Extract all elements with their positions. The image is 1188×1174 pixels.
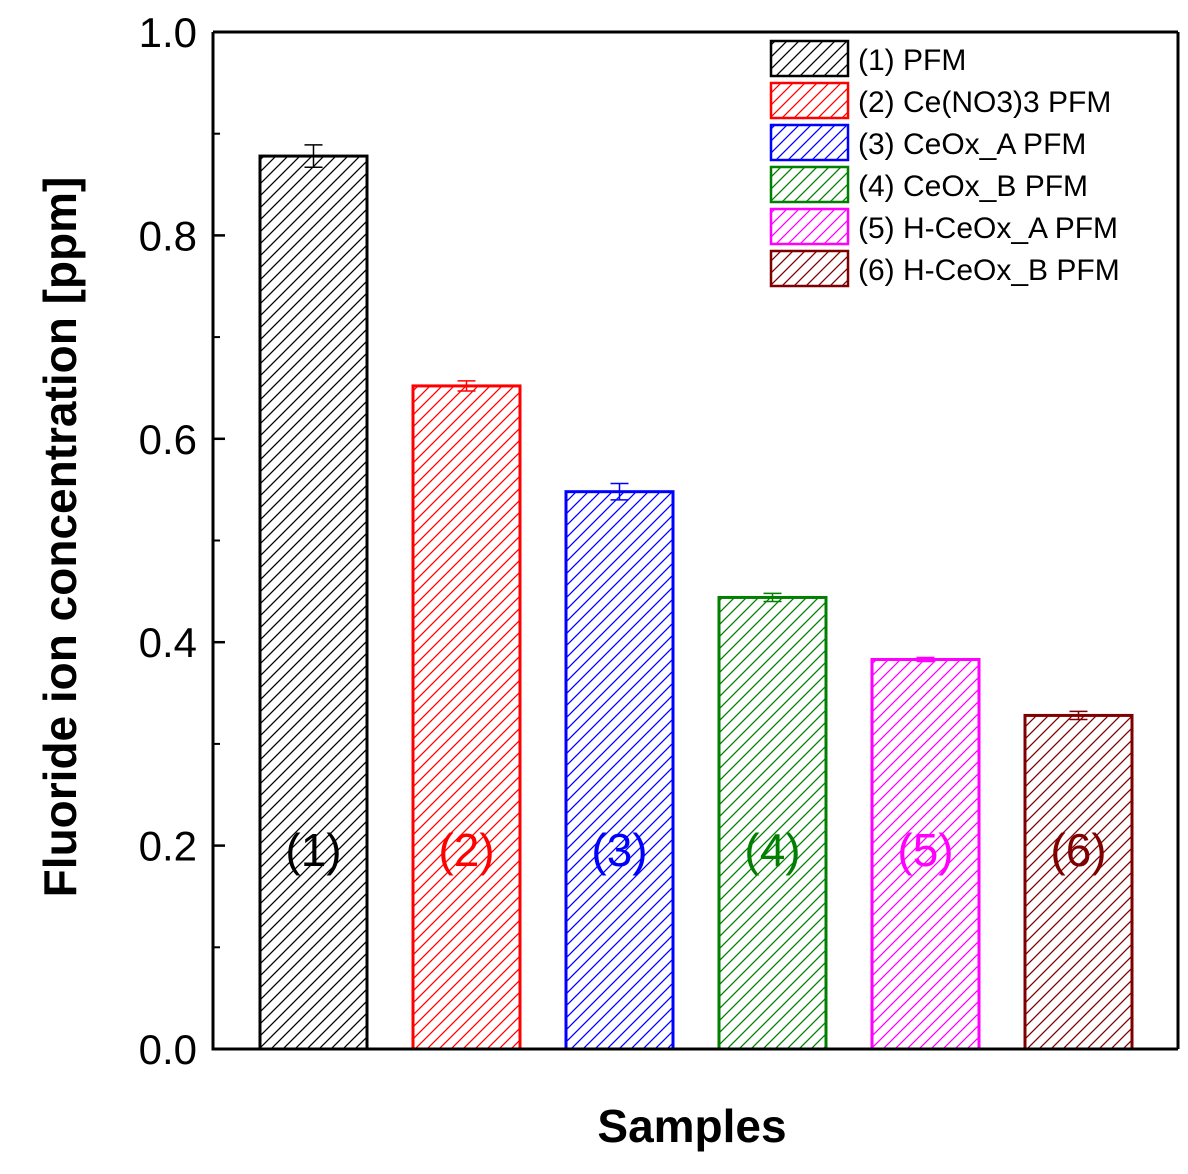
bar-6 (1023, 713, 1134, 1051)
legend-label-5: (5) H-CeOx_A PFM (858, 212, 1118, 245)
legend-label-4: (4) CeOx_B PFM (858, 170, 1088, 203)
legend-swatch-4 (769, 165, 850, 204)
bar-label-2: (2) (438, 824, 494, 876)
error-bar-5 (916, 656, 935, 663)
bar-2 (411, 384, 522, 1051)
bar-1 (258, 154, 369, 1051)
bar-label-4: (4) (744, 824, 800, 876)
bar-label-5: (5) (897, 824, 953, 876)
legend-label-3: (3) CeOx_A PFM (858, 128, 1086, 161)
y-tick-label-4: 0.8 (139, 212, 197, 259)
legend-swatch-5 (769, 207, 850, 246)
bar-label-3: (3) (591, 824, 647, 876)
y-tick-label-5: 1.0 (139, 9, 197, 56)
y-tick-label-2: 0.4 (139, 619, 197, 666)
bar-5 (870, 657, 981, 1051)
error-bar-4 (763, 592, 782, 603)
bar-label-6: (6) (1050, 824, 1106, 876)
legend-swatch-1 (769, 39, 850, 78)
legend: (1) PFM (2) Ce(NO3)3 PFM (3) CeOx_A PFM (4)… (769, 39, 1120, 288)
axes: 0.0 0.2 0.4 0.6 0.8 1.0 (139, 9, 1180, 1073)
y-tick-label-0: 0.0 (139, 1026, 197, 1073)
legend-swatch-6 (769, 249, 850, 288)
error-bar-1 (304, 144, 323, 169)
x-axis-title: Samples (597, 1100, 786, 1152)
bar-label-1: (1) (285, 824, 341, 876)
y-tick-label-3: 0.6 (139, 416, 197, 463)
error-bar-3 (610, 482, 629, 501)
bar-4 (717, 595, 828, 1051)
error-bar-6 (1069, 710, 1088, 721)
y-tick-label-1: 0.2 (139, 823, 197, 870)
bar-3 (564, 490, 675, 1051)
bars-layer (258, 154, 1134, 1051)
bar-labels-layer: (1) (2) (3) (4) (5) (6) (285, 824, 1106, 876)
legend-label-1: (1) PFM (858, 44, 966, 77)
y-axis-title: Fluoride ion concentration [ppm] (34, 177, 86, 898)
legend-swatch-3 (769, 123, 850, 162)
legend-swatch-2 (769, 81, 850, 120)
error-bars-layer (304, 144, 1088, 721)
legend-label-6: (6) H-CeOx_B PFM (858, 254, 1120, 287)
legend-label-2: (2) Ce(NO3)3 PFM (858, 86, 1111, 119)
error-bar-2 (457, 380, 476, 392)
